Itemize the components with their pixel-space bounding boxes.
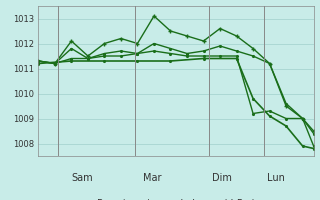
Text: Lun: Lun	[267, 173, 285, 183]
Text: Sam: Sam	[71, 173, 93, 183]
Text: Dim: Dim	[212, 173, 232, 183]
Text: Pression niveau de la mer( hPa ): Pression niveau de la mer( hPa )	[97, 198, 255, 200]
Text: Mar: Mar	[143, 173, 162, 183]
